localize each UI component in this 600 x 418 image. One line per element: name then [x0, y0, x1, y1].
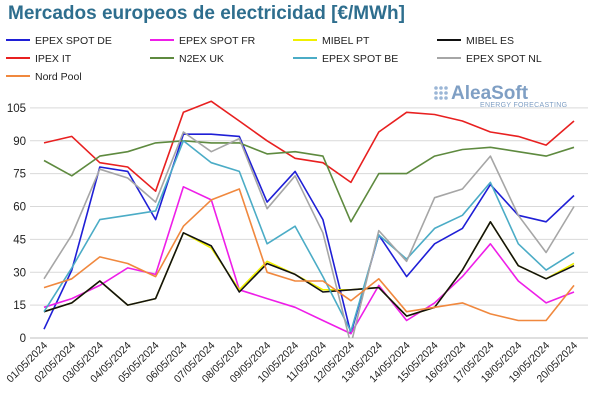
- y-tick-label: 0: [20, 333, 26, 345]
- watermark-brand: AleaSoft: [451, 83, 529, 104]
- legend-label: N2EX UK: [179, 53, 224, 65]
- series-line-epex-spot-de: [43, 133, 575, 335]
- series-line-nord-pool: [43, 188, 575, 322]
- watermark-dots-icon: [434, 86, 448, 100]
- series-line-epex-spot-fr: [43, 186, 575, 335]
- series-line-ipex-it: [43, 100, 575, 192]
- y-tick-label: 45: [13, 234, 26, 246]
- legend-label: EPEX SPOT DE: [35, 35, 112, 47]
- series-line-mibel-es: [43, 221, 575, 317]
- series-line-epex-spot-be: [43, 140, 575, 333]
- y-tick-label: 75: [13, 169, 26, 181]
- y-tick-label: 30: [13, 267, 26, 279]
- legend-label: Nord Pool: [35, 71, 82, 83]
- grid-lines: [30, 107, 588, 339]
- series-lines: [43, 100, 575, 338]
- x-axis: 01/05/202402/05/202403/05/202404/05/2024…: [4, 337, 588, 385]
- legend-label: EPEX SPOT FR: [179, 35, 256, 47]
- legend-label: IPEX IT: [35, 53, 72, 65]
- y-tick-label: 15: [13, 300, 26, 312]
- watermark-tagline: ENERGY FORECASTING: [480, 102, 567, 109]
- series-line-epex-spot-nl: [43, 131, 575, 338]
- y-tick-label: 60: [13, 202, 26, 214]
- series-line-n2ex-uk: [43, 140, 575, 223]
- y-tick-label: 90: [13, 136, 26, 148]
- aleasoft-watermark: AleaSoft ENERGY FORECASTING: [434, 83, 567, 109]
- legend-label: EPEX SPOT NL: [466, 53, 542, 65]
- legend-label: MIBEL ES: [466, 35, 514, 47]
- legend: EPEX SPOT DE EPEX SPOT FR MIBEL PT MIBEL ES…: [6, 35, 542, 83]
- chart-title: Mercados europeos de electricidad [€/MWh…: [8, 3, 405, 24]
- legend-label: EPEX SPOT BE: [322, 53, 398, 65]
- legend-label: MIBEL PT: [322, 35, 370, 47]
- y-tick-label: 105: [7, 103, 26, 115]
- y-axis-ticks: 0 15 30 45 60 75 90 105: [7, 103, 26, 345]
